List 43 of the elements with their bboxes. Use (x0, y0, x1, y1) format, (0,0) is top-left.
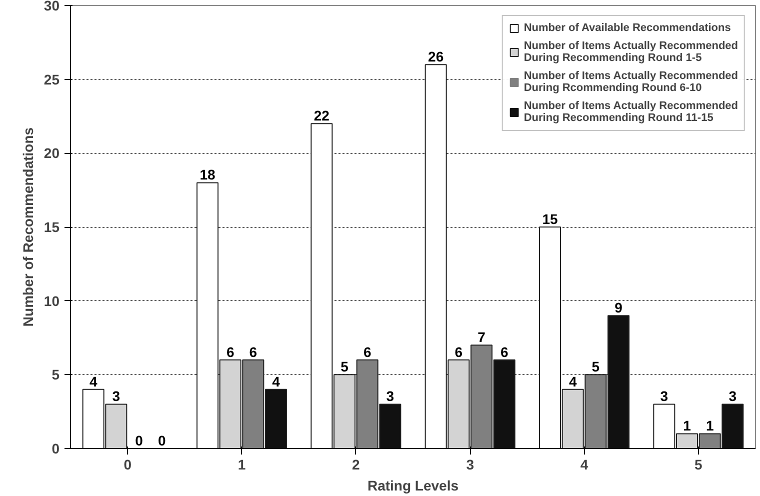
data-label: 4 (89, 373, 98, 390)
y-tick-label: 30 (44, 0, 60, 14)
data-label: 6 (249, 344, 258, 360)
y-tick-label: 5 (52, 366, 60, 383)
legend-label: Number of Items Actually Recommended During Recommending Round 11-15 (524, 100, 738, 124)
y-tick-label: 0 (52, 440, 60, 456)
x-tick-label: 4 (580, 456, 588, 472)
data-label: 1 (683, 418, 692, 434)
legend-label: Number of Items Actually Recommended During Recommending Round 1-5 (524, 40, 738, 64)
data-label: 4 (568, 373, 577, 390)
data-label: 6 (363, 344, 372, 360)
legend-label: Number of Items Actually Recommended During Rcommending Round 6-10 (524, 70, 738, 94)
data-label: 6 (226, 344, 234, 360)
data-label: 18 (200, 166, 216, 183)
data-label: 7 (478, 329, 486, 346)
data-label: 22 (314, 108, 330, 124)
x-tick-label: 3 (466, 456, 474, 472)
x-tick-label: 0 (124, 456, 132, 472)
data-label: 1 (706, 418, 714, 434)
data-label: 3 (386, 388, 394, 404)
x-tick-label: 2 (352, 456, 360, 472)
y-tick-label: 15 (44, 219, 60, 235)
y-tick-label: 25 (44, 71, 60, 88)
x-axis-title: Rating Levels (367, 478, 459, 494)
data-label: 0 (135, 432, 144, 448)
data-label: 3 (112, 388, 120, 404)
data-label: 15 (542, 211, 558, 227)
data-label: 6 (500, 344, 508, 360)
data-label: 3 (660, 388, 668, 404)
y-tick-label: 10 (44, 292, 60, 309)
x-tick-label: 5 (694, 456, 703, 472)
data-label: 9 (614, 300, 623, 316)
y-tick-label: 20 (44, 145, 60, 162)
x-tick-label: 1 (238, 456, 246, 472)
legend-label: Number of Available Recommendations (524, 22, 731, 34)
y-axis-title: Number of Recommendations (20, 127, 36, 327)
data-label: 3 (728, 388, 737, 404)
data-label: 26 (428, 48, 444, 65)
data-label: 4 (272, 373, 280, 390)
data-label: 5 (592, 358, 600, 375)
data-label: 6 (454, 344, 463, 360)
data-label: 5 (340, 358, 349, 375)
data-label: 0 (158, 432, 166, 448)
